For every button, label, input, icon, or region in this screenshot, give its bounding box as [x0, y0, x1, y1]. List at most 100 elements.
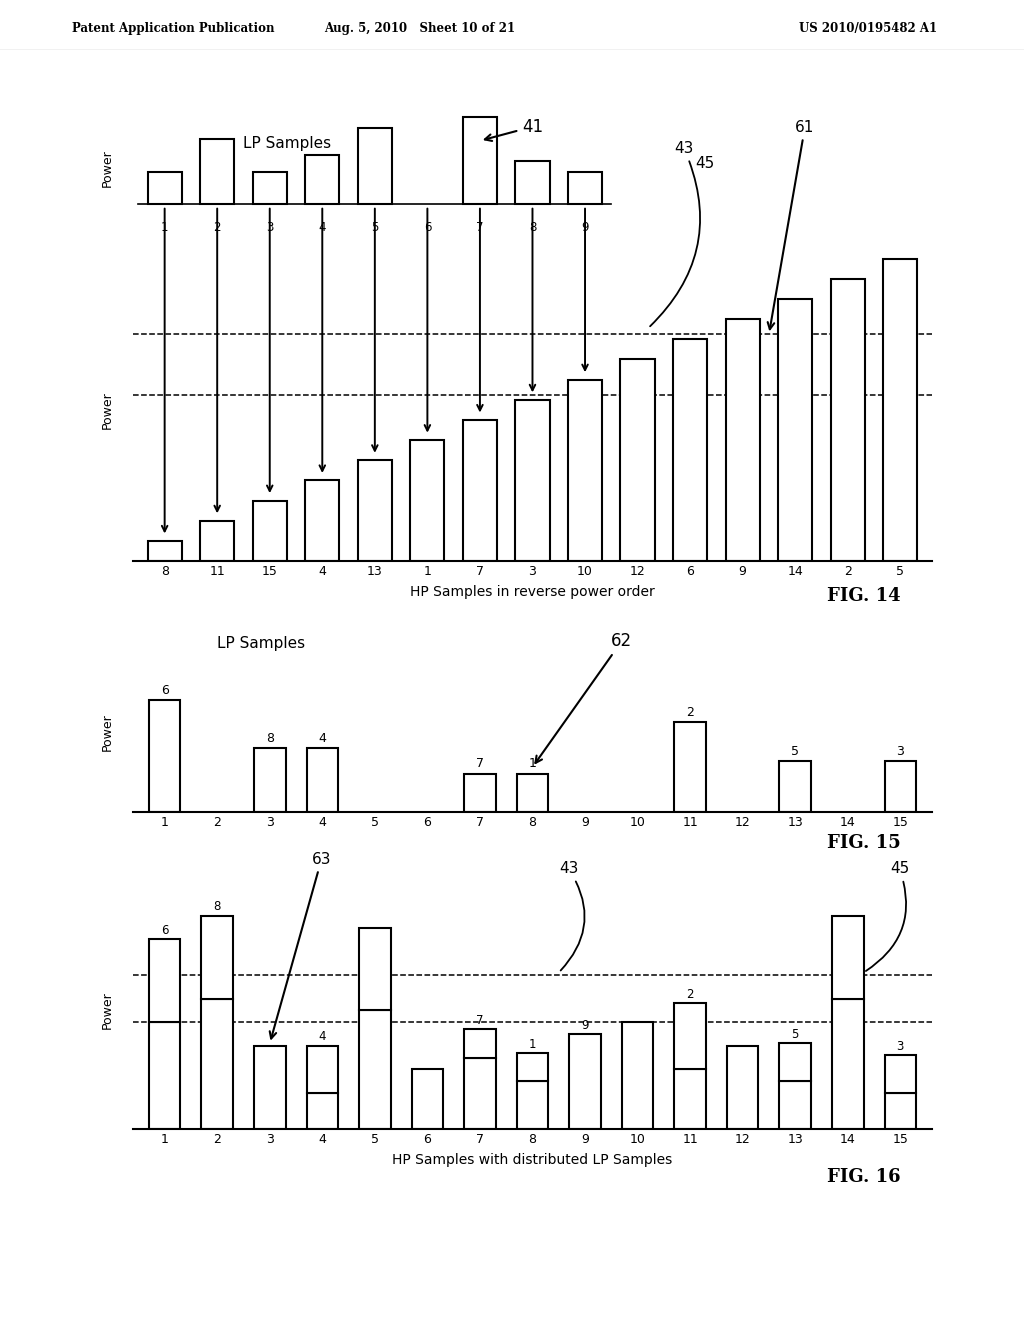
- Bar: [517, 774, 548, 812]
- Bar: [202, 916, 232, 998]
- Bar: [831, 998, 863, 1129]
- Text: FIG. 15: FIG. 15: [827, 834, 901, 853]
- Bar: [463, 117, 497, 205]
- Bar: [148, 1022, 180, 1129]
- Bar: [200, 139, 234, 205]
- Bar: [517, 1081, 548, 1129]
- Text: 6: 6: [424, 220, 431, 234]
- Bar: [830, 279, 865, 561]
- Text: 7: 7: [476, 758, 484, 771]
- Text: 2: 2: [686, 706, 694, 719]
- Bar: [305, 156, 339, 205]
- Text: 61: 61: [768, 120, 814, 329]
- Text: 4: 4: [318, 731, 327, 744]
- Text: 45: 45: [695, 156, 715, 172]
- Bar: [726, 319, 760, 561]
- Bar: [253, 500, 287, 561]
- Text: FIG. 16: FIG. 16: [827, 1168, 901, 1187]
- Text: 9: 9: [582, 1019, 589, 1032]
- Text: Power: Power: [100, 149, 114, 187]
- Text: 3: 3: [897, 1040, 904, 1053]
- Bar: [779, 1081, 811, 1129]
- Bar: [147, 172, 181, 205]
- Text: LP Samples: LP Samples: [244, 136, 332, 152]
- Bar: [464, 1030, 496, 1057]
- Bar: [254, 1045, 286, 1129]
- Text: 6: 6: [161, 684, 169, 697]
- Bar: [147, 541, 181, 561]
- Bar: [412, 1069, 443, 1129]
- Bar: [305, 480, 339, 561]
- Bar: [517, 1053, 548, 1081]
- Text: 3: 3: [896, 744, 904, 758]
- Bar: [359, 928, 390, 1010]
- Bar: [568, 380, 602, 561]
- Text: 4: 4: [318, 1031, 326, 1043]
- Text: 8: 8: [214, 900, 221, 913]
- Bar: [254, 748, 286, 812]
- Text: 3: 3: [266, 220, 273, 234]
- Text: 62: 62: [536, 632, 633, 763]
- Text: Power: Power: [100, 391, 114, 429]
- Bar: [202, 998, 232, 1129]
- Bar: [411, 440, 444, 561]
- Text: 6: 6: [161, 924, 168, 937]
- Text: 63: 63: [269, 851, 332, 1039]
- Bar: [779, 760, 811, 812]
- Text: 9: 9: [582, 220, 589, 234]
- Text: US 2010/0195482 A1: US 2010/0195482 A1: [799, 22, 937, 34]
- Bar: [148, 940, 180, 1022]
- Bar: [675, 722, 706, 812]
- Bar: [778, 300, 812, 561]
- Text: 7: 7: [476, 220, 483, 234]
- Bar: [464, 1057, 496, 1129]
- Bar: [464, 774, 496, 812]
- Bar: [568, 172, 602, 205]
- Text: 41: 41: [485, 117, 543, 141]
- Text: 1: 1: [528, 758, 537, 771]
- Text: 43: 43: [650, 141, 700, 326]
- Text: 8: 8: [528, 220, 537, 234]
- Bar: [675, 1069, 706, 1129]
- Bar: [569, 1034, 601, 1129]
- Text: 4: 4: [318, 220, 326, 234]
- Text: 5: 5: [792, 744, 799, 758]
- Bar: [885, 760, 916, 812]
- Text: 43: 43: [559, 861, 585, 970]
- Bar: [148, 700, 180, 812]
- Bar: [779, 1043, 811, 1081]
- Text: 5: 5: [371, 220, 379, 234]
- Text: Aug. 5, 2010   Sheet 10 of 21: Aug. 5, 2010 Sheet 10 of 21: [325, 22, 515, 34]
- Bar: [200, 520, 234, 561]
- Text: Patent Application Publication: Patent Application Publication: [72, 22, 274, 34]
- Bar: [463, 420, 497, 561]
- Text: 7: 7: [476, 1014, 483, 1027]
- Bar: [831, 916, 863, 998]
- Bar: [621, 359, 654, 561]
- Text: Power: Power: [100, 991, 114, 1030]
- Bar: [885, 1093, 916, 1129]
- Bar: [253, 172, 287, 205]
- Bar: [357, 128, 392, 205]
- Bar: [306, 1045, 338, 1093]
- X-axis label: HP Samples with distributed LP Samples: HP Samples with distributed LP Samples: [392, 1152, 673, 1167]
- Bar: [622, 1022, 653, 1129]
- Text: 2: 2: [686, 987, 694, 1001]
- Bar: [306, 1093, 338, 1129]
- Bar: [885, 1055, 916, 1093]
- Text: Power: Power: [100, 713, 114, 751]
- Text: 8: 8: [266, 731, 273, 744]
- Bar: [727, 1045, 759, 1129]
- Bar: [515, 161, 550, 205]
- Text: LP Samples: LP Samples: [217, 636, 305, 651]
- Bar: [673, 339, 708, 561]
- Text: 1: 1: [161, 220, 168, 234]
- Text: FIG. 14: FIG. 14: [827, 587, 901, 606]
- Bar: [675, 1003, 706, 1069]
- X-axis label: HP Samples in reverse power order: HP Samples in reverse power order: [410, 585, 655, 599]
- Text: 45: 45: [866, 861, 909, 972]
- Bar: [884, 259, 918, 561]
- Bar: [357, 461, 392, 561]
- Bar: [515, 400, 550, 561]
- Bar: [306, 748, 338, 812]
